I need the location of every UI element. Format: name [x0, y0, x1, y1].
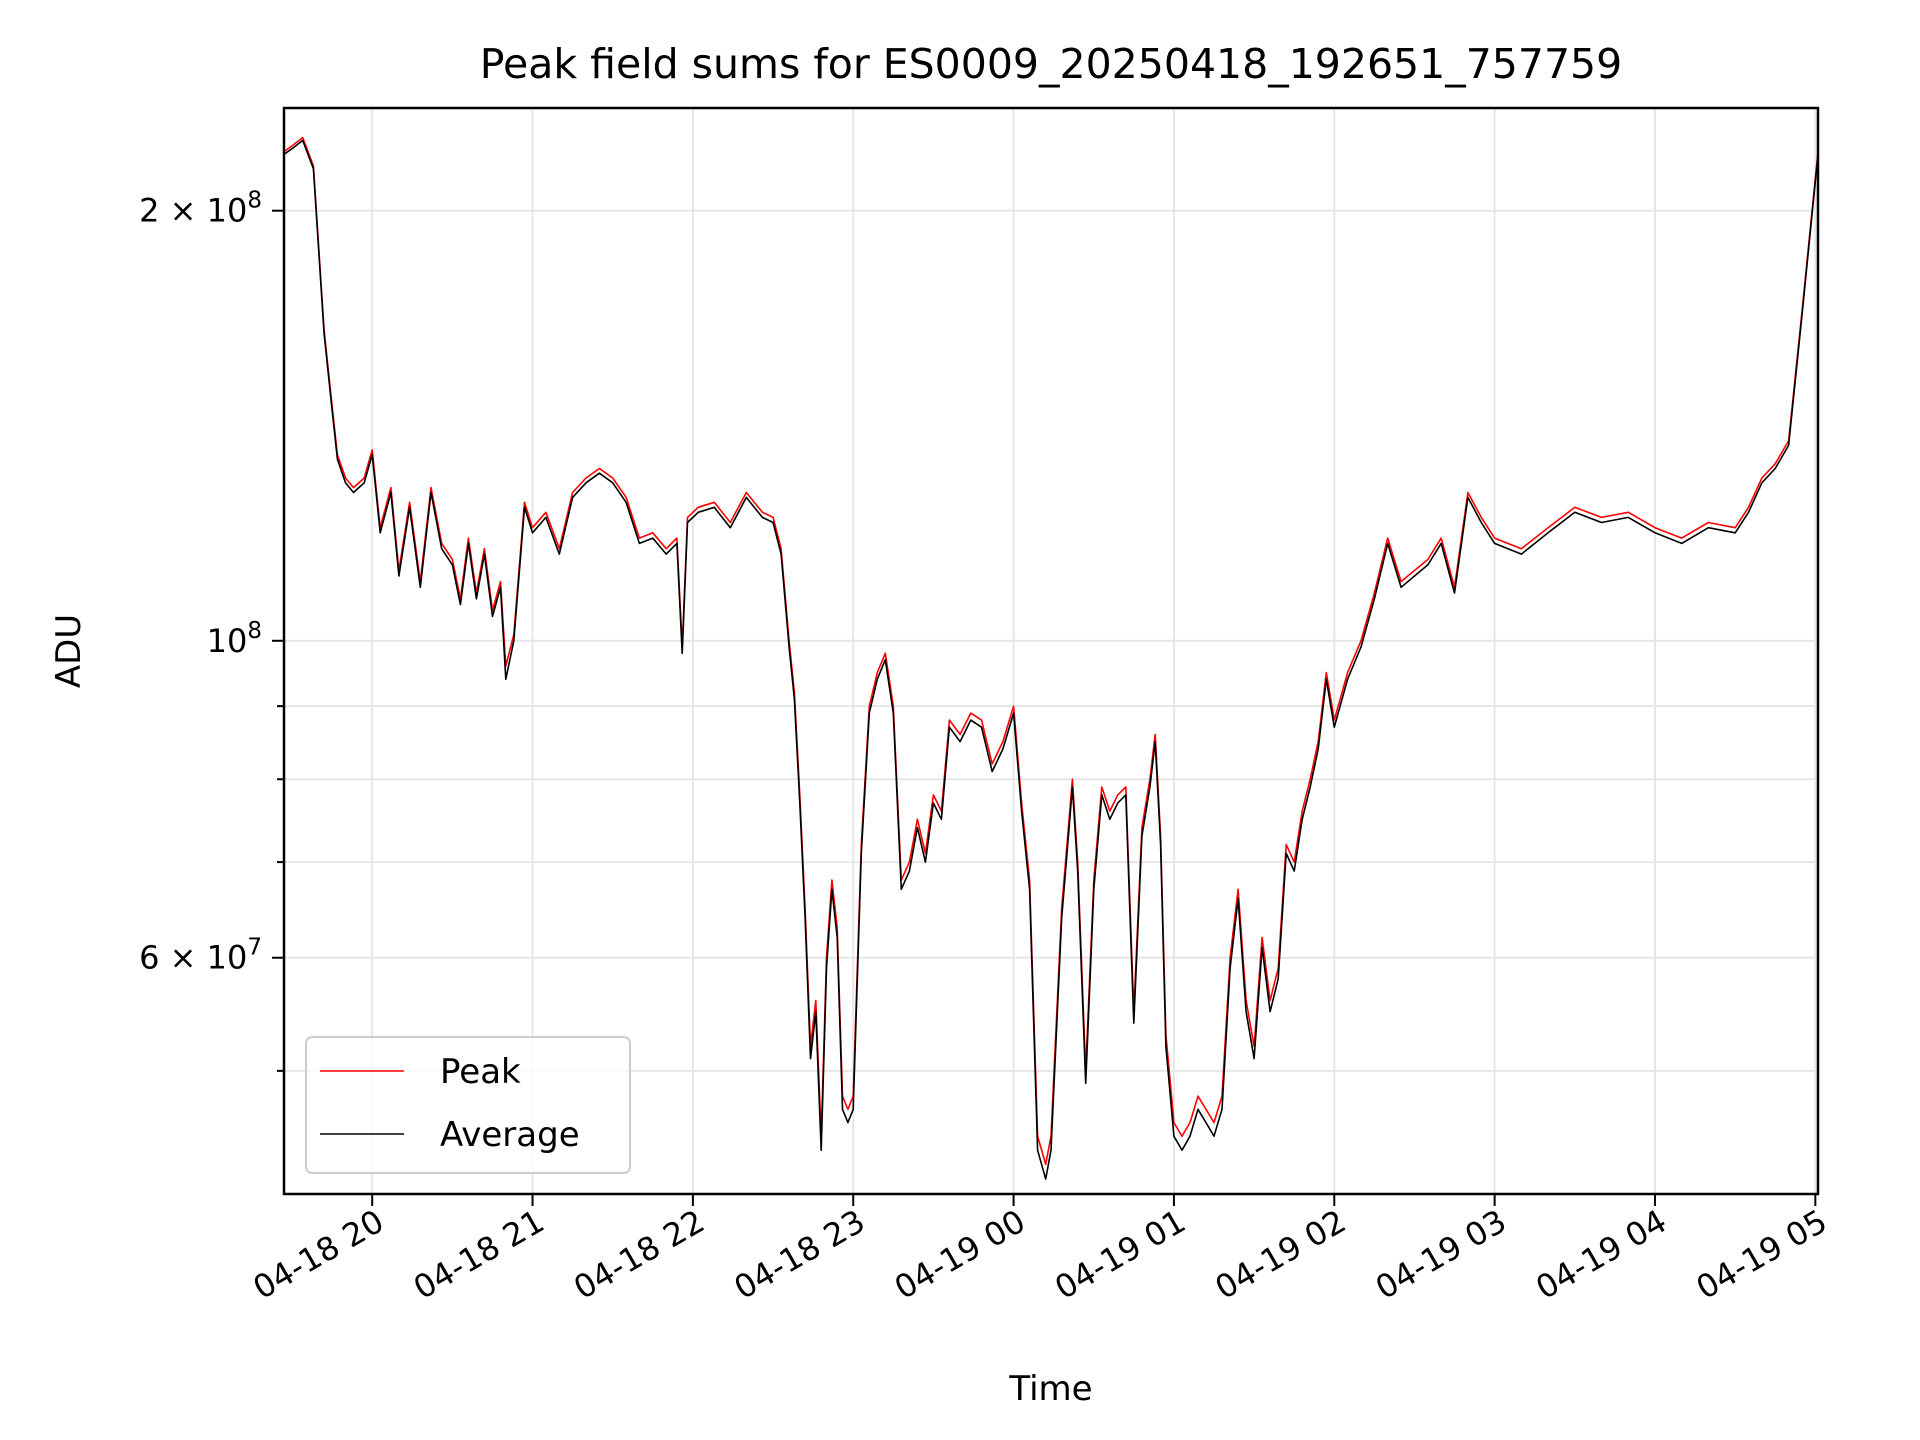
y-tick-label: 6 × 107: [139, 935, 262, 977]
x-axis-ticks: 04-18 20 04-18 21 04-18 22 04-18 23 04-19 00…: [247, 1194, 1834, 1307]
y-tick-label: 2 × 108: [139, 188, 262, 230]
x-tick-label: 04-18 20: [247, 1202, 391, 1307]
legend-label-peak: Peak: [440, 1052, 521, 1092]
series-line-average: [284, 139, 1818, 1180]
y-tick-label: 108: [207, 618, 262, 660]
y-axis-label: ADU: [49, 614, 89, 688]
x-tick-label: 04-18 23: [728, 1202, 872, 1307]
series-line-peak: [284, 136, 1818, 1166]
x-tick-label: 04-18 21: [407, 1202, 551, 1307]
x-tick-label: 04-19 05: [1690, 1202, 1834, 1307]
plot-frame: [282, 106, 1820, 1196]
x-tick-label: 04-19 01: [1048, 1202, 1192, 1307]
x-tick-label: 04-18 22: [567, 1202, 711, 1307]
x-axis-label: Time: [1008, 1369, 1092, 1409]
y-axis-ticks: 6 × 107 108 2 × 108: [139, 188, 284, 1072]
grid-lines: [284, 108, 1818, 1194]
series-layer: [284, 136, 1818, 1180]
chart-title: Peak field sums for ES0009_20250418_1926…: [480, 40, 1622, 88]
x-tick-label: 04-19 02: [1209, 1202, 1353, 1307]
x-tick-label: 04-19 00: [888, 1202, 1032, 1307]
legend-label-average: Average: [440, 1115, 580, 1155]
x-tick-label: 04-19 03: [1369, 1202, 1513, 1307]
x-tick-label: 04-19 04: [1529, 1202, 1673, 1307]
legend: Peak Average: [305, 1036, 631, 1174]
